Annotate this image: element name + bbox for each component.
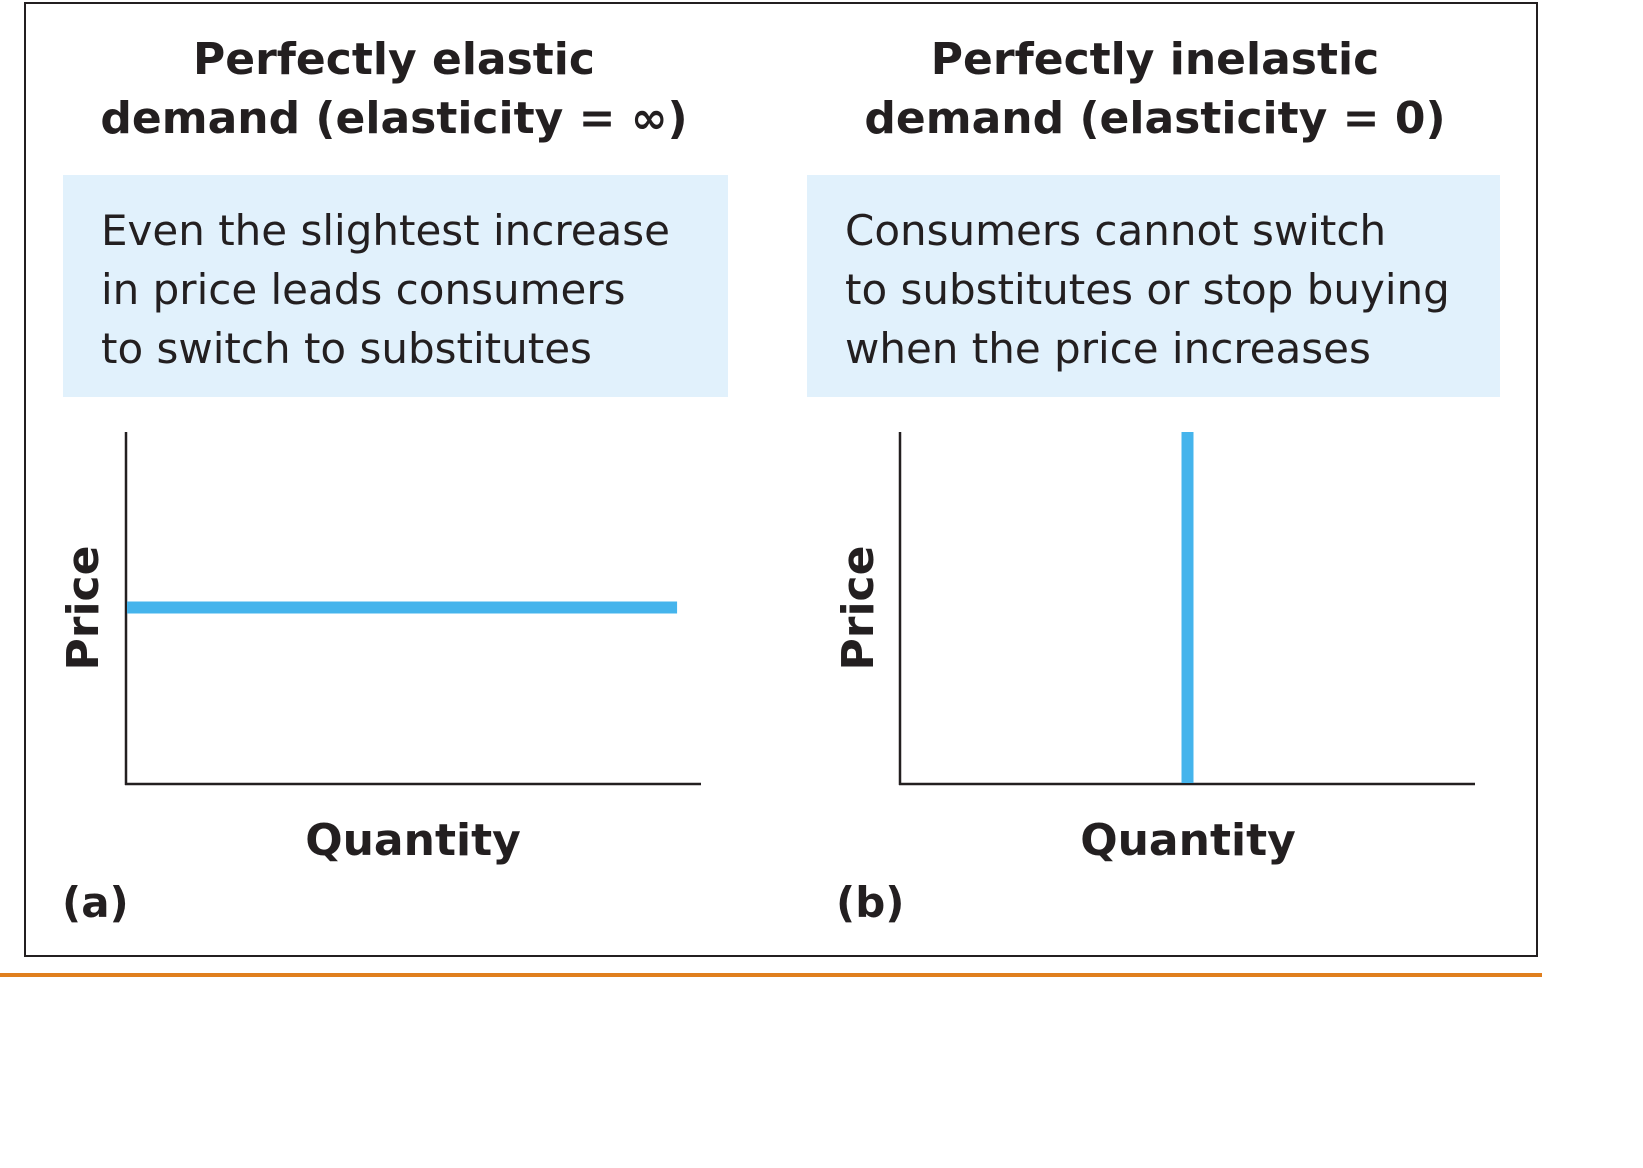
panel-a-ylabel: Price — [58, 546, 109, 671]
panel-b-title: Perfectly inelastic demand (elasticity =… — [864, 34, 1446, 144]
panel-b-xlabel: Quantity — [1080, 815, 1296, 866]
panel-a-note: Even the slightest increase in price lea… — [63, 175, 728, 397]
panel-b-chart: Price Quantity — [833, 432, 1475, 866]
panel-b-label: (b) — [836, 878, 905, 927]
figure-frame — [24, 2, 1538, 957]
panel-a-label: (a) — [62, 878, 129, 927]
panel-a-title: Perfectly elastic demand (elasticity = ∞… — [100, 34, 688, 144]
bottom-rule — [0, 973, 1542, 977]
panel-a-chart: Price Quantity — [58, 432, 701, 866]
panel-a-xlabel: Quantity — [305, 815, 521, 866]
panel-b-ylabel: Price — [833, 546, 884, 671]
panel-b-note: Consumers cannot switch to substitutes o… — [807, 175, 1500, 397]
